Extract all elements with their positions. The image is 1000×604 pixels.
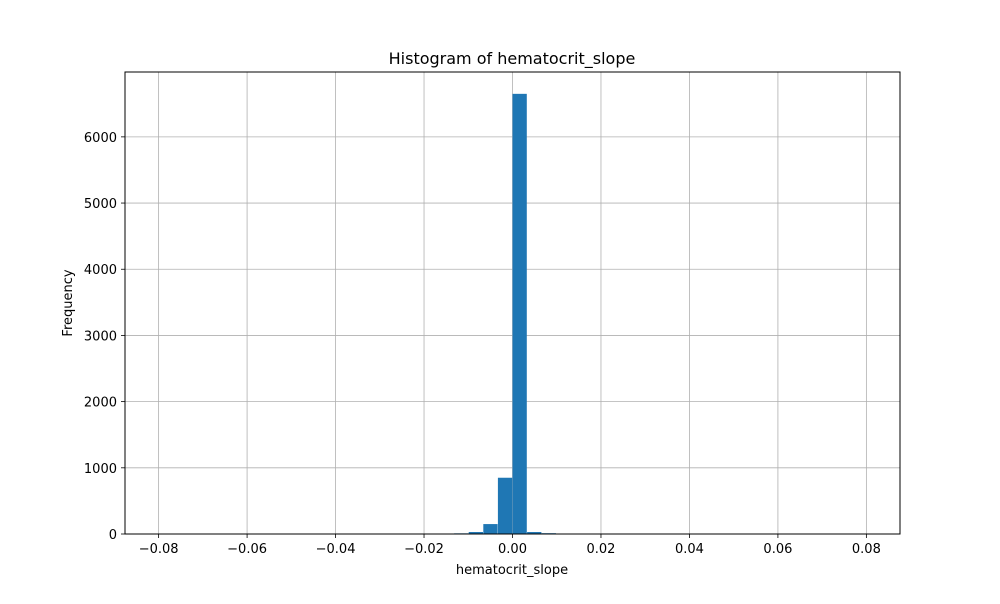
histogram-bar-2	[483, 524, 498, 534]
y-tick-label-2: 2000	[84, 396, 117, 411]
histogram-bar-5	[527, 532, 542, 534]
histogram-bar-4	[512, 93, 527, 534]
y-tick-label-3: 3000	[84, 329, 117, 344]
x-tick-label-2: −0.04	[316, 542, 356, 557]
y-axis-label: Frequency	[61, 269, 76, 336]
x-tick-label-7: 0.06	[763, 542, 792, 557]
x-tick-label-0: −0.08	[139, 542, 179, 557]
x-tick-label-6: 0.04	[675, 542, 704, 557]
y-tick-label-4: 4000	[84, 263, 117, 278]
x-tick-label-8: 0.08	[852, 542, 881, 557]
x-axis-ticks: −0.08 −0.06 −0.04 −0.02 0.00 0.02 0.04 0.06 0.08	[139, 534, 881, 557]
y-tick-label-5: 5000	[84, 197, 117, 212]
histogram-bar-1	[468, 532, 484, 534]
chart-title: Histogram of hematocrit_slope	[389, 49, 636, 69]
x-axis-label: hematocrit_slope	[456, 563, 568, 578]
y-tick-label-6: 6000	[84, 131, 117, 146]
histogram-bar-3	[497, 477, 513, 534]
x-tick-label-4: 0.00	[498, 542, 527, 557]
y-axis-ticks: 0 1000 2000 3000 4000 5000 6000	[84, 131, 125, 543]
x-tick-label-3: −0.02	[404, 542, 444, 557]
x-tick-label-1: −0.06	[227, 542, 267, 557]
x-tick-label-5: 0.02	[586, 542, 615, 557]
bars-layer	[454, 93, 556, 534]
y-tick-label-1: 1000	[84, 462, 117, 477]
y-tick-label-0: 0	[109, 528, 117, 543]
